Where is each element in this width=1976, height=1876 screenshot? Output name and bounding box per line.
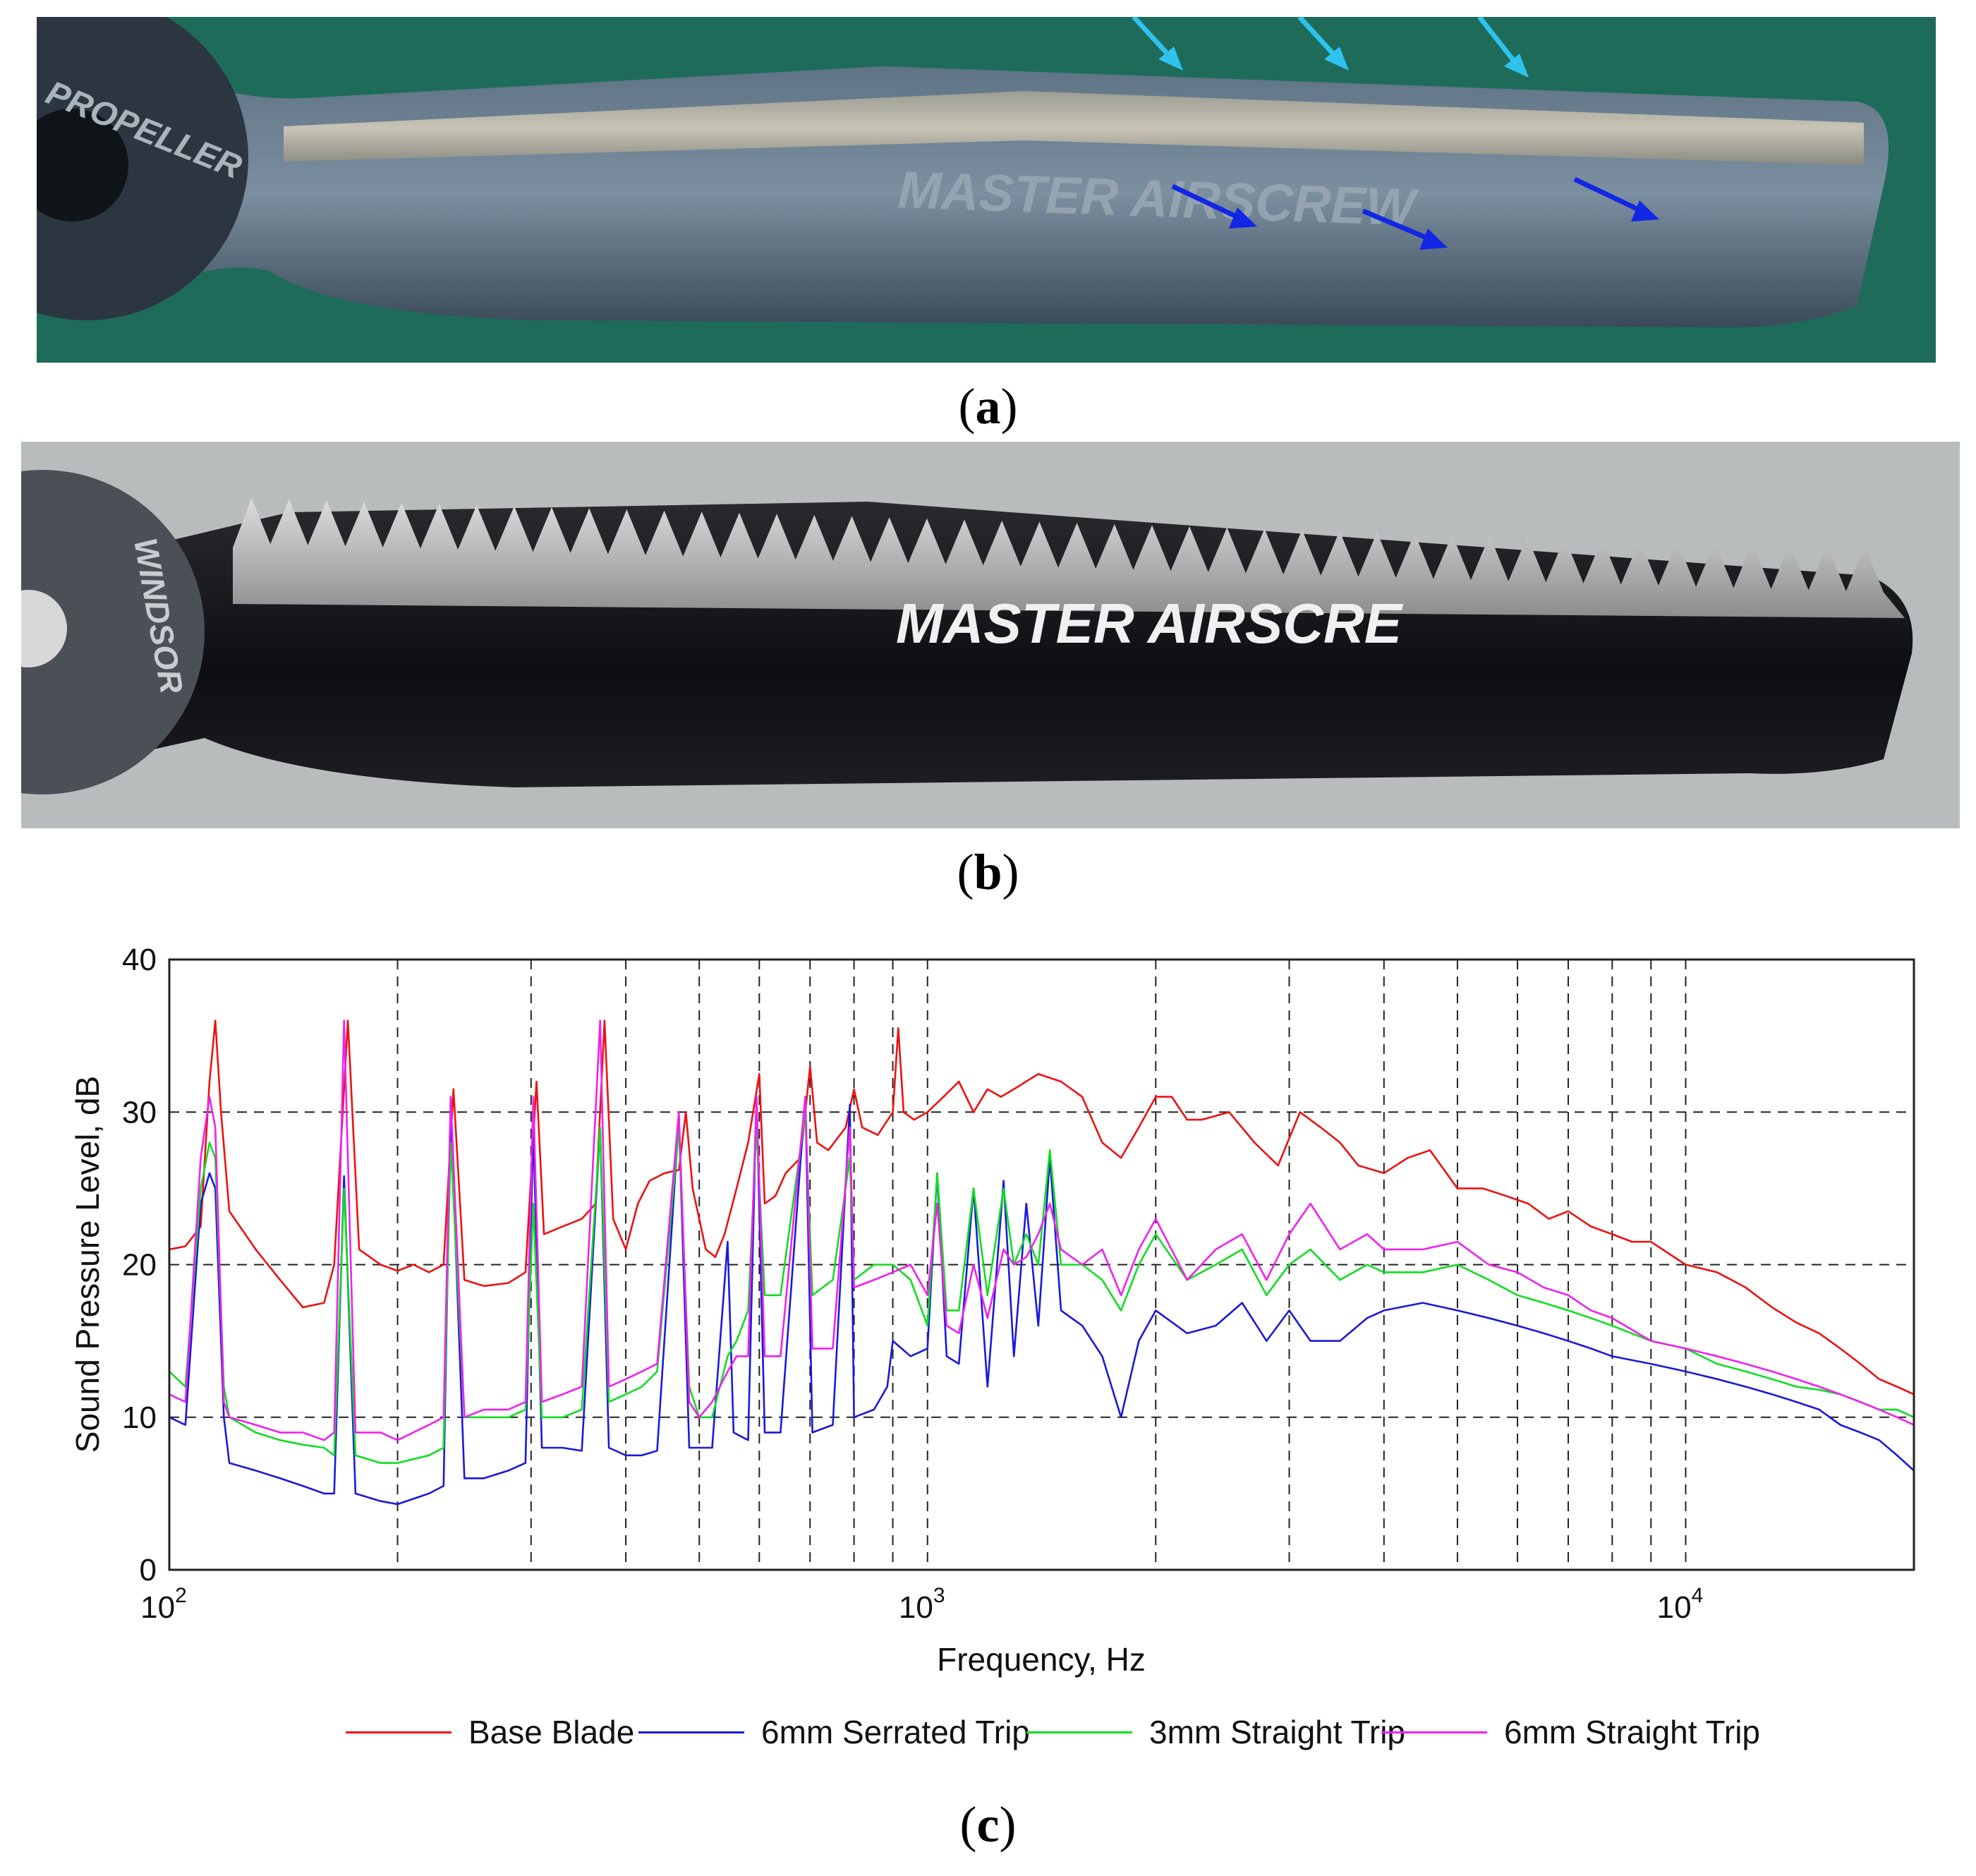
legend-swatch bbox=[1381, 1731, 1487, 1733]
series-line-0 bbox=[169, 1019, 1915, 1396]
caption-c: (c) bbox=[959, 1796, 1017, 1853]
y-tick-label: 10 bbox=[122, 1400, 157, 1435]
series-line-1 bbox=[169, 1096, 1915, 1506]
legend-swatch bbox=[638, 1731, 744, 1733]
legend-label: 6mm Straight Trip bbox=[1504, 1714, 1760, 1750]
x-axis-label: Frequency, Hz bbox=[937, 1641, 1146, 1678]
arrow-icon-dark-3 bbox=[1573, 176, 1659, 222]
blade-text-b: MASTER AIRSCRE bbox=[896, 592, 1404, 655]
chart-legend: Base Blade 6mm Serrated Trip 3mm Straight … bbox=[0, 1704, 1976, 1760]
tick-layer: 0 10 20 30 40 102 103 104 bbox=[122, 943, 1703, 1625]
caption-b: (b) bbox=[957, 844, 1019, 900]
hub-hole-b bbox=[21, 590, 67, 667]
spl-chart: 0 10 20 30 40 102 103 104 Frequency, Hz Sound P… bbox=[69, 943, 1915, 1678]
photo-panel-a: PROPELLER MASTER AIRSCREW bbox=[37, 17, 1936, 363]
y-axis-label: Sound Pressure Level, dB bbox=[69, 1076, 106, 1453]
y-tick-label: 40 bbox=[122, 943, 157, 977]
y-tick-label: 0 bbox=[140, 1553, 157, 1587]
legend-item: 6mm Straight Trip bbox=[1381, 1704, 1760, 1760]
series-line-3 bbox=[169, 1019, 1915, 1441]
plot-frame bbox=[168, 958, 1915, 1571]
legend-item: Base Blade bbox=[346, 1704, 634, 1760]
legend-item: 6mm Serrated Trip bbox=[638, 1704, 1030, 1760]
legend-item: 3mm Straight Trip bbox=[1026, 1704, 1405, 1760]
serrated-trip-b bbox=[233, 498, 1905, 618]
legend-swatch bbox=[1026, 1731, 1132, 1733]
arrow-icon-light-1 bbox=[1132, 17, 1183, 71]
hub-a bbox=[37, 17, 248, 320]
series-layer bbox=[169, 1019, 1915, 1506]
arrow-icon-dark-1 bbox=[1171, 183, 1257, 229]
legend-label: 3mm Straight Trip bbox=[1149, 1714, 1405, 1750]
legend-label: Base Blade bbox=[468, 1714, 635, 1750]
hub-hole-a bbox=[37, 109, 128, 222]
hub-b bbox=[21, 470, 205, 794]
x-tick-label: 102 bbox=[140, 1584, 187, 1625]
legend-label: 6mm Serrated Trip bbox=[761, 1714, 1030, 1750]
photo-panel-b: WINDSOR MASTER AIRSCRE bbox=[21, 442, 1960, 828]
arrow-icon-light-2 bbox=[1297, 17, 1349, 71]
x-tick-label: 104 bbox=[1657, 1584, 1704, 1625]
y-tick-label: 30 bbox=[122, 1095, 157, 1130]
blade-photo-a: PROPELLER MASTER AIRSCREW bbox=[37, 17, 1936, 363]
trip-strip-a bbox=[284, 91, 1864, 165]
arrow-icon-dark-2 bbox=[1362, 208, 1448, 250]
caption-a: (a) bbox=[958, 378, 1018, 435]
y-tick-label: 20 bbox=[122, 1248, 157, 1283]
arrow-icon-light-3 bbox=[1477, 17, 1529, 78]
blade-photo-b: WINDSOR MASTER AIRSCRE bbox=[21, 442, 1960, 828]
series-line-2 bbox=[169, 1111, 1915, 1464]
x-tick-label: 103 bbox=[899, 1584, 945, 1625]
legend-swatch bbox=[346, 1731, 451, 1733]
